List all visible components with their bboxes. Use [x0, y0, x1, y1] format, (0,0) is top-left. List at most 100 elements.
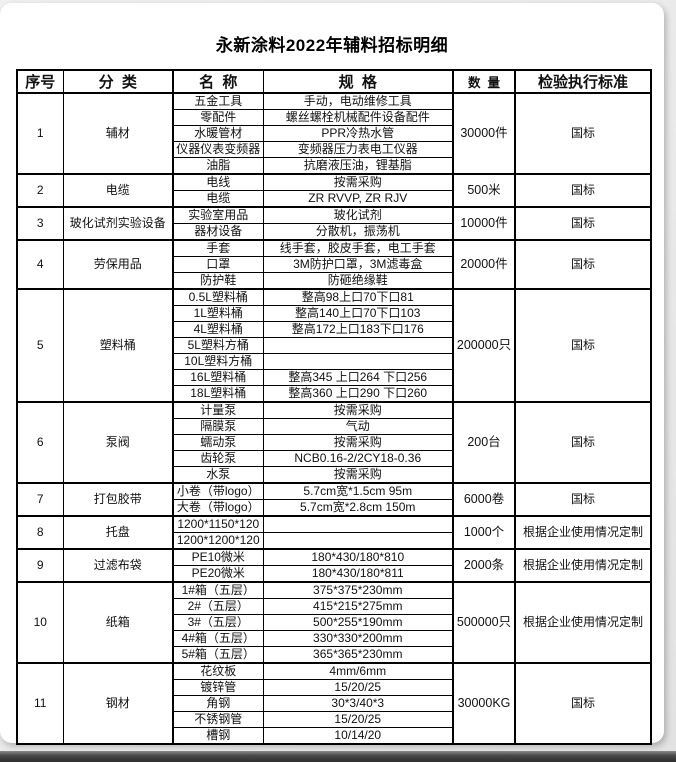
column-header-category: 分 类 — [62, 69, 174, 94]
cell-serial-number: 11 — [16, 662, 64, 745]
cell-quantity: 200000只 — [452, 288, 516, 403]
cell-item-name: 零配件 — [172, 109, 264, 126]
cell-item-spec: NCB0.16-2/2CY18-0.36 — [262, 450, 454, 467]
cell-item-spec: 整高98上口70下口81 — [262, 288, 454, 306]
cell-category: 劳保用品 — [62, 239, 174, 290]
cell-serial-number: 3 — [16, 206, 64, 241]
cell-item-name: 1200*1150*120 — [172, 515, 264, 533]
cell-item-name: 18L塑料桶 — [172, 385, 264, 403]
cell-item-name: 小卷（带logo） — [172, 482, 264, 500]
cell-item-spec: 抗磨液压油，锂基脂 — [262, 157, 454, 175]
cell-serial-number: 8 — [16, 515, 64, 550]
cell-quantity: 10000件 — [452, 206, 516, 241]
table-row: 9 过滤布袋 PE10微米 180*430/180*810 2000条 根据企业使用情况定… — [16, 548, 652, 583]
cell-item-spec: 180*430/180*810 — [262, 548, 454, 566]
cell-item-name: 计量泵 — [172, 401, 264, 419]
column-header-quantity: 数 量 — [452, 69, 516, 94]
cell-item-spec: 365*365*230mm — [262, 646, 454, 664]
cell-category: 过滤布袋 — [62, 548, 174, 583]
cell-item-name: 隔膜泵 — [172, 418, 264, 435]
cell-item-spec: 3M防护口罩，3M滤毒盒 — [262, 256, 454, 273]
cell-item-name: 电线 — [172, 173, 264, 191]
table-row: 16L塑料桶 整高345 上口264 下口256 — [17, 369, 651, 386]
table-row: 11 钢材 花纹板 4mm/6mm 30000KG 国标 — [16, 662, 652, 745]
cell-quantity: 2000条 — [452, 548, 516, 583]
cell-standard: 根据企业使用情况定制 — [514, 581, 652, 664]
cell-serial-number: 6 — [16, 401, 64, 484]
table-row: 不锈钢管 15/20/25 — [17, 711, 651, 728]
bid-items-table: 序号 分 类 名 称 规 格 数 量 检验执行标准 1 辅材 五金工具 手动，电动维修… — [16, 69, 652, 745]
cell-category: 纸箱 — [62, 581, 174, 664]
cell-serial-number: 5 — [16, 288, 64, 403]
cell-item-name: 口罩 — [172, 256, 264, 273]
cell-item-spec: 4mm/6mm — [262, 662, 454, 680]
table-row: 1 辅材 五金工具 手动，电动维修工具 30000件 国标 — [16, 92, 652, 175]
document-page: 永新涂料2022年辅料招标明细 序号 分 类 名 称 规 格 数 量 检验执行标… — [0, 3, 664, 745]
cell-item-spec: 330*330*200mm — [262, 630, 454, 647]
cell-item-name: 角钢 — [172, 695, 264, 712]
cell-item-name: 5L塑料方桶 — [172, 337, 264, 354]
table-row: PE20微米 180*430/180*811 — [17, 565, 651, 583]
cell-item-spec: 415*215*275mm — [262, 598, 454, 615]
cell-category: 塑料桶 — [62, 288, 174, 403]
table-row: 4L塑料桶 整高172上口183下口176 — [17, 321, 651, 338]
cell-item-spec: 按需采购 — [262, 173, 454, 191]
cell-item-spec: 按需采购 — [262, 466, 454, 484]
cell-item-spec: 15/20/25 — [262, 711, 454, 728]
cell-quantity: 500000只 — [452, 581, 516, 664]
cell-item-name: PE20微米 — [172, 565, 264, 583]
cell-item-spec: PPR冷热水管 — [262, 125, 454, 142]
table-row: 镀锌管 15/20/25 — [17, 679, 651, 696]
cell-item-name: 防护鞋 — [172, 272, 264, 290]
cell-item-name: 花纹板 — [172, 662, 264, 680]
cell-item-spec: 玻化试剂 — [262, 206, 454, 224]
cell-item-spec: 气动 — [262, 418, 454, 435]
cell-item-spec: 防砸绝缘鞋 — [262, 272, 454, 290]
cell-item-spec: 整高360 上口290 下口260 — [262, 385, 454, 403]
table-row: 口罩 3M防护口罩，3M滤毒盒 — [17, 256, 651, 273]
cell-standard: 国标 — [514, 288, 652, 403]
cell-serial-number: 2 — [16, 173, 64, 208]
cell-quantity: 500米 — [452, 173, 516, 208]
cell-item-name: PE10微米 — [172, 548, 264, 566]
cell-item-name: 手套 — [172, 239, 264, 257]
cell-category: 泵阀 — [62, 401, 174, 484]
cell-quantity: 200台 — [452, 401, 516, 484]
cell-item-spec: 15/20/25 — [262, 679, 454, 696]
cell-item-spec: 整高140上口70下口103 — [262, 305, 454, 322]
cell-item-name: 器材设备 — [172, 223, 264, 241]
table-row: 10L塑料方桶 — [17, 353, 651, 370]
cell-item-name: 电缆 — [172, 190, 264, 208]
cell-item-spec: 按需采购 — [262, 401, 454, 419]
bottom-edge-shadow — [0, 751, 676, 762]
cell-category: 玻化试剂实验设备 — [62, 206, 174, 241]
cell-serial-number: 7 — [16, 482, 64, 517]
cell-item-name: 3#（五层） — [172, 614, 264, 631]
cell-quantity: 6000卷 — [452, 482, 516, 517]
cell-quantity: 30000KG — [452, 662, 516, 745]
cell-item-spec — [262, 337, 454, 354]
table-row: 5 塑料桶 0.5L塑料桶 整高98上口70下口81 200000只 国标 — [16, 288, 652, 403]
cell-item-name: 1200*1200*120 — [172, 532, 264, 550]
cell-item-name: 10L塑料方桶 — [172, 353, 264, 370]
table-row: 角钢 30*3/40*3 — [17, 695, 651, 712]
cell-item-name: 齿轮泵 — [172, 450, 264, 467]
cell-item-name: 4L塑料桶 — [172, 321, 264, 338]
column-header-name: 名 称 — [172, 69, 264, 94]
cell-item-spec — [262, 515, 454, 533]
cell-item-spec: 180*430/180*811 — [262, 565, 454, 583]
table-row: 2 电缆 电线 按需采购 500米 国标 — [16, 173, 652, 208]
cell-item-spec: 5.7cm宽*1.5cm 95m — [262, 482, 454, 500]
cell-item-spec: 10/14/20 — [262, 727, 454, 745]
table-row: 6 泵阀 计量泵 按需采购 200台 国标 — [16, 401, 652, 484]
cell-category: 钢材 — [62, 662, 174, 745]
cell-quantity: 20000件 — [452, 239, 516, 290]
table-body: 1 辅材 五金工具 手动，电动维修工具 30000件 国标 零配件 螺丝螺栓机械配件设备配件水… — [16, 92, 652, 745]
cell-item-name: 水暖管材 — [172, 125, 264, 142]
cell-item-name: 1#箱（五层） — [172, 581, 264, 599]
column-header-serial: 序号 — [16, 69, 64, 94]
table-row: 3 玻化试剂实验设备 实验室用品 玻化试剂 10000件 国标 — [16, 206, 652, 241]
table-row: 3#（五层） 500*255*190mm — [17, 614, 651, 631]
cell-item-name: 水泵 — [172, 466, 264, 484]
column-header-standard: 检验执行标准 — [514, 69, 652, 94]
